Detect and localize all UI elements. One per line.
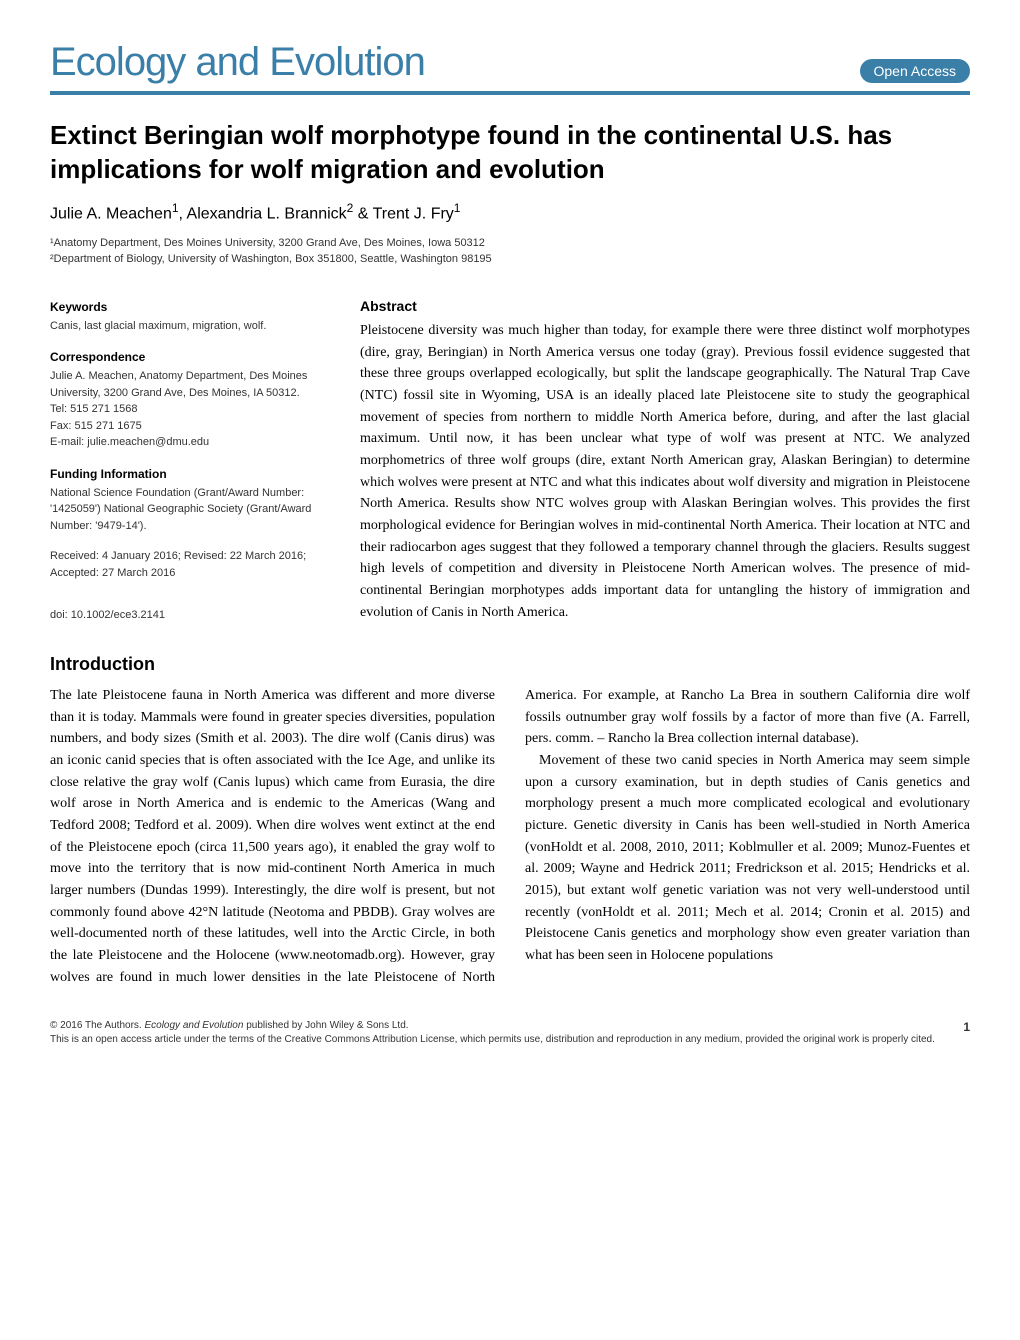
abstract-text: Pleistocene diversity was much higher th… [360,320,970,624]
journal-name: Ecology and Evolution [50,40,425,85]
page-number: 1 [963,1019,970,1047]
affiliation: ¹Anatomy Department, Des Moines Universi… [50,235,970,252]
copyright-line: © 2016 The Authors. Ecology and Evolutio… [50,1019,943,1033]
author-list: Julie A. Meachen1, Alexandria L. Brannic… [50,201,970,223]
journal-header: Ecology and Evolution Open Access [50,40,970,95]
introduction-heading: Introduction [50,654,970,675]
keywords-heading: Keywords [50,298,320,316]
metadata-abstract-row: Keywords Canis, last glacial maximum, mi… [50,298,970,624]
metadata-sidebar: Keywords Canis, last glacial maximum, mi… [50,298,320,624]
funding-text: National Science Foundation (Grant/Award… [50,485,320,535]
funding-heading: Funding Information [50,465,320,483]
abstract-heading: Abstract [360,298,970,314]
doi-text: doi: 10.1002/ece3.2141 [50,607,320,624]
affiliations-block: ¹Anatomy Department, Des Moines Universi… [50,235,970,268]
open-access-badge: Open Access [860,59,971,83]
dates-text: Received: 4 January 2016; Revised: 22 Ma… [50,548,320,581]
page-footer: © 2016 The Authors. Ecology and Evolutio… [50,1019,970,1047]
footer-text: © 2016 The Authors. Ecology and Evolutio… [50,1019,943,1047]
article-title: Extinct Beringian wolf morphotype found … [50,119,970,187]
abstract-column: Abstract Pleistocene diversity was much … [360,298,970,624]
correspondence-text: Julie A. Meachen, Anatomy Department, De… [50,368,320,451]
correspondence-heading: Correspondence [50,348,320,366]
keywords-text: Canis, last glacial maximum, migration, … [50,318,320,335]
introduction-body: The late Pleistocene fauna in North Amer… [50,685,970,989]
body-paragraph: Movement of these two canid species in N… [525,750,970,967]
license-line: This is an open access article under the… [50,1033,943,1047]
affiliation: ²Department of Biology, University of Wa… [50,251,970,268]
